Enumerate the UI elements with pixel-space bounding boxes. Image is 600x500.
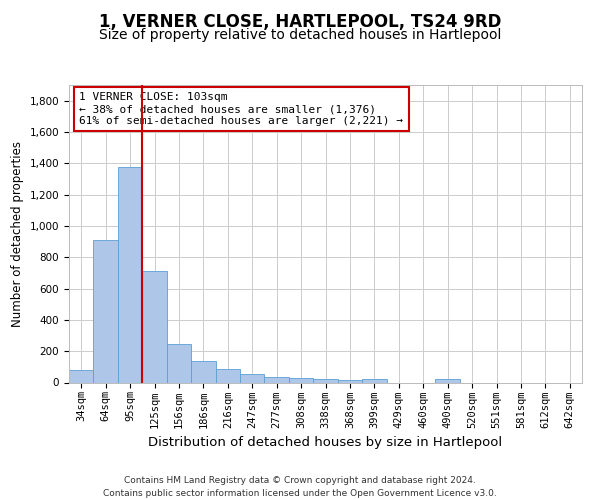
- Text: Size of property relative to detached houses in Hartlepool: Size of property relative to detached ho…: [99, 28, 501, 42]
- Bar: [94, 240, 118, 382]
- Text: Contains public sector information licensed under the Open Government Licence v3: Contains public sector information licen…: [103, 489, 497, 498]
- Bar: [167, 344, 191, 383]
- Bar: [338, 380, 362, 382]
- Bar: [289, 378, 313, 382]
- Bar: [265, 378, 289, 382]
- X-axis label: Distribution of detached houses by size in Hartlepool: Distribution of detached houses by size …: [148, 436, 503, 449]
- Y-axis label: Number of detached properties: Number of detached properties: [11, 141, 24, 327]
- Text: Contains HM Land Registry data © Crown copyright and database right 2024.: Contains HM Land Registry data © Crown c…: [124, 476, 476, 485]
- Bar: [240, 374, 265, 382]
- Text: 1, VERNER CLOSE, HARTLEPOOL, TS24 9RD: 1, VERNER CLOSE, HARTLEPOOL, TS24 9RD: [99, 12, 501, 30]
- Bar: [215, 369, 240, 382]
- Bar: [118, 167, 142, 382]
- Bar: [191, 360, 215, 382]
- Bar: [142, 270, 167, 382]
- Bar: [436, 380, 460, 382]
- Bar: [313, 380, 338, 382]
- Bar: [362, 380, 386, 382]
- Bar: [69, 370, 94, 382]
- Text: 1 VERNER CLOSE: 103sqm
← 38% of detached houses are smaller (1,376)
61% of semi-: 1 VERNER CLOSE: 103sqm ← 38% of detached…: [79, 92, 403, 126]
